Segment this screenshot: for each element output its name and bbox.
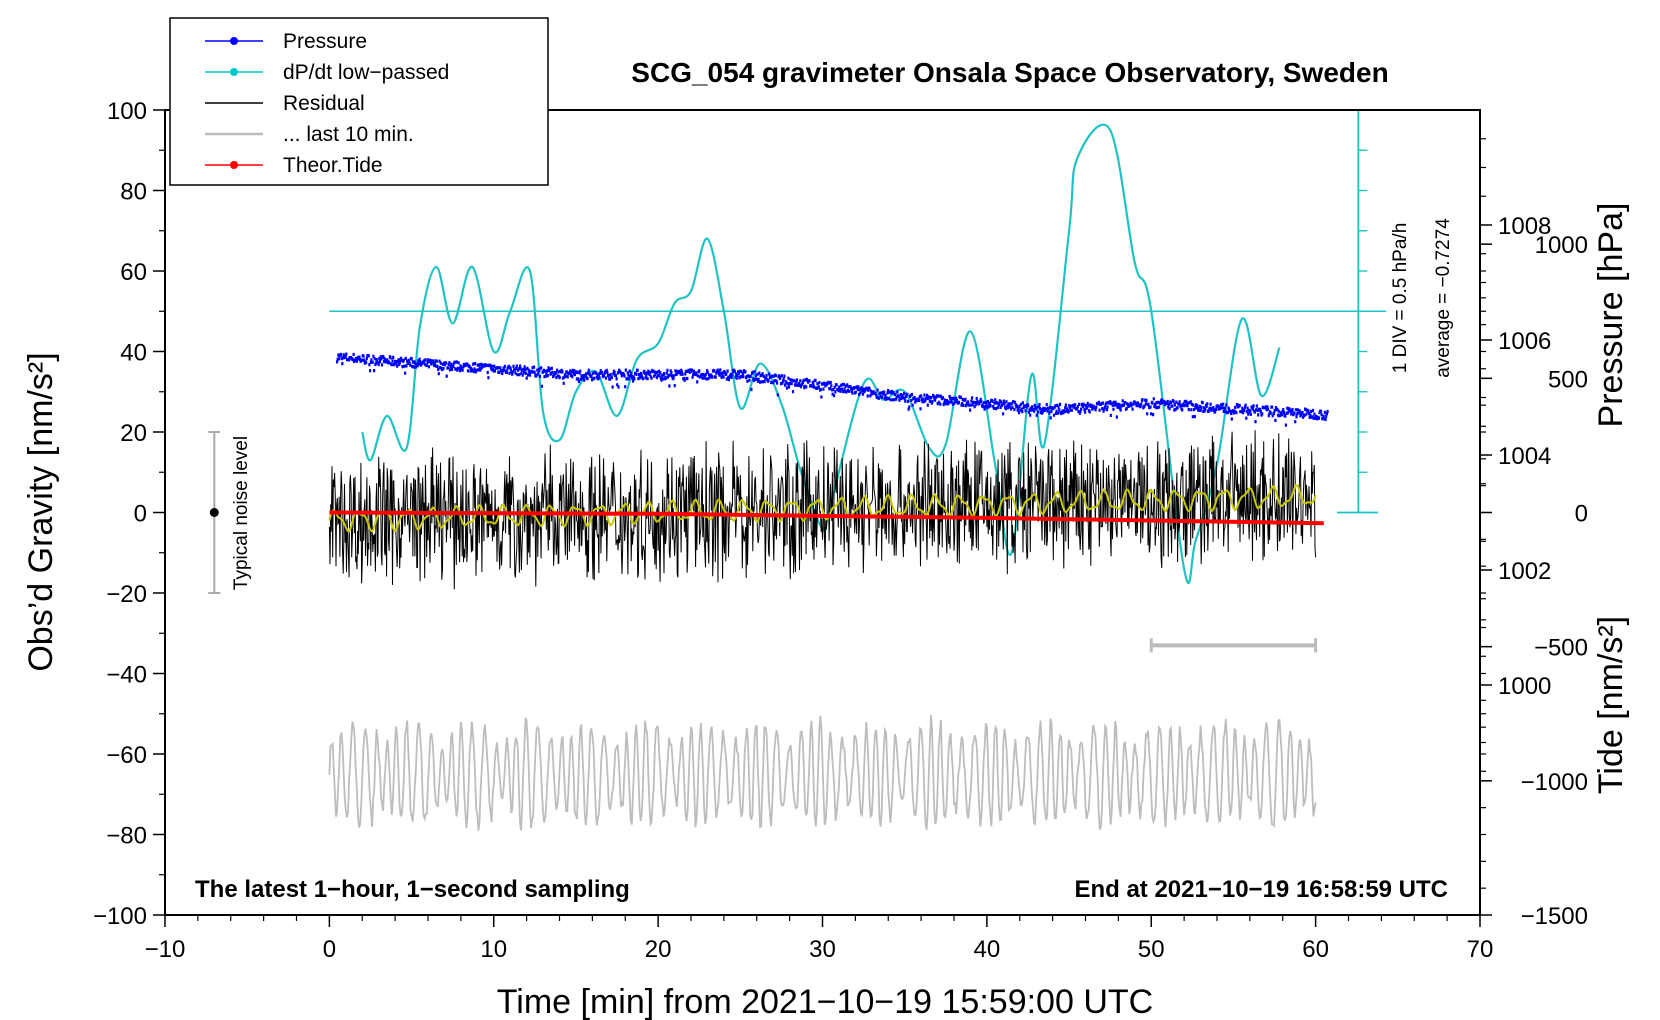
tide-tick-label-2: −500	[1534, 635, 1588, 662]
pressure-tick-label-2: 1004	[1498, 443, 1551, 470]
tide-tick-label-3: 0	[1575, 501, 1588, 528]
y-axis-label-tide: Tide [nm/s²]	[1592, 616, 1630, 794]
pressure-tick-label-4: 1008	[1498, 213, 1551, 240]
legend-label-dpdt: dP/dt low−passed	[283, 61, 449, 84]
y-tick-label-9: 80	[120, 179, 147, 206]
x-tick-label-8: 70	[1467, 936, 1494, 963]
tide-tick-label-1: −1000	[1521, 769, 1588, 796]
x-tick-label-4: 30	[809, 936, 836, 963]
y-tick-label-5: 0	[134, 501, 147, 528]
y-tick-label-2: −60	[106, 742, 147, 769]
reference-line-layer	[329, 109, 1387, 514]
pressure-tick-label-1: 1002	[1498, 558, 1551, 585]
tide-series-layer	[329, 510, 1324, 526]
legend-dot-1	[230, 68, 238, 76]
last-10-min-line	[328, 714, 1317, 831]
end-time-note: End at 2021−10−19 16:58:59 UTC	[1074, 876, 1448, 903]
legend-box	[169, 17, 549, 186]
residual-line	[328, 430, 1317, 590]
legend-dot-4	[230, 161, 238, 169]
x-tick-label-0: −10	[145, 936, 186, 963]
noise-bar-center-dot	[209, 508, 219, 517]
legend-label-last-10-min: ... last 10 min.	[283, 123, 414, 146]
y-tick-label-4: −20	[106, 581, 147, 608]
reference-div-label: 1 DIV = 0.5 hPa/h	[1390, 223, 1411, 374]
y-tick-label-1: −80	[106, 823, 147, 850]
x-tick-label-3: 20	[645, 936, 672, 963]
tide-tick-label-0: −1500	[1521, 903, 1588, 930]
noise-level-label: Typical noise level	[231, 436, 252, 590]
x-tick-label-7: 60	[1302, 936, 1329, 963]
legend-label-pressure: Pressure	[283, 30, 367, 53]
y-tick-label-10: 100	[107, 98, 147, 125]
legend-marks	[205, 37, 263, 169]
tide-line	[329, 510, 1324, 526]
pressure-tick-label-0: 1000	[1498, 673, 1551, 700]
y-tick-label-8: 60	[120, 259, 147, 286]
y-tick-label-0: −100	[93, 903, 147, 930]
residual-series-layer	[328, 430, 1317, 590]
x-tick-label-2: 10	[480, 936, 507, 963]
legend: Pressure dP/dt low−passed Residual ... l…	[169, 17, 549, 186]
axes-layer: −10 0 10 20 30 40 50 60 70−100−80−60−40−20020406…	[93, 98, 1588, 963]
chart-title: SCG_054 gravimeter Onsala Space Observat…	[631, 57, 1388, 88]
x-tick-label-5: 40	[974, 936, 1001, 963]
pressure-series-layer	[336, 352, 1329, 427]
pressure-tick-label-3: 1006	[1498, 328, 1551, 355]
last-10-min-series-layer	[328, 714, 1317, 831]
tide-tick-label-4: 500	[1548, 366, 1588, 393]
y-axis-label-left: Obs’d Gravity [nm/s²]	[22, 352, 60, 671]
y-tick-label-6: 20	[120, 420, 147, 447]
pressure-dots	[336, 352, 1329, 427]
x-axis-label: Time [min] from 2021−10−19 15:59:00 UTC	[497, 983, 1153, 1020]
y-tick-label-3: −40	[106, 662, 147, 689]
x-tick-label-1: 0	[323, 936, 336, 963]
residual-smoothed-line	[328, 484, 1317, 533]
legend-label-residual: Residual	[283, 92, 365, 115]
reference-average-label: average = −0.7274	[1433, 218, 1454, 378]
x-tick-label-6: 50	[1138, 936, 1165, 963]
legend-dot-0	[230, 37, 238, 45]
tide-tick-label-5: 1000	[1535, 232, 1588, 259]
annotation-layer	[208, 431, 1318, 653]
y-axis-label-pressure: Pressure [hPa]	[1592, 203, 1630, 428]
legend-label-theor-tide: Theor.Tide	[283, 154, 383, 177]
sampling-note: The latest 1−hour, 1−second sampling	[195, 876, 630, 903]
y-tick-label-7: 40	[120, 340, 147, 367]
